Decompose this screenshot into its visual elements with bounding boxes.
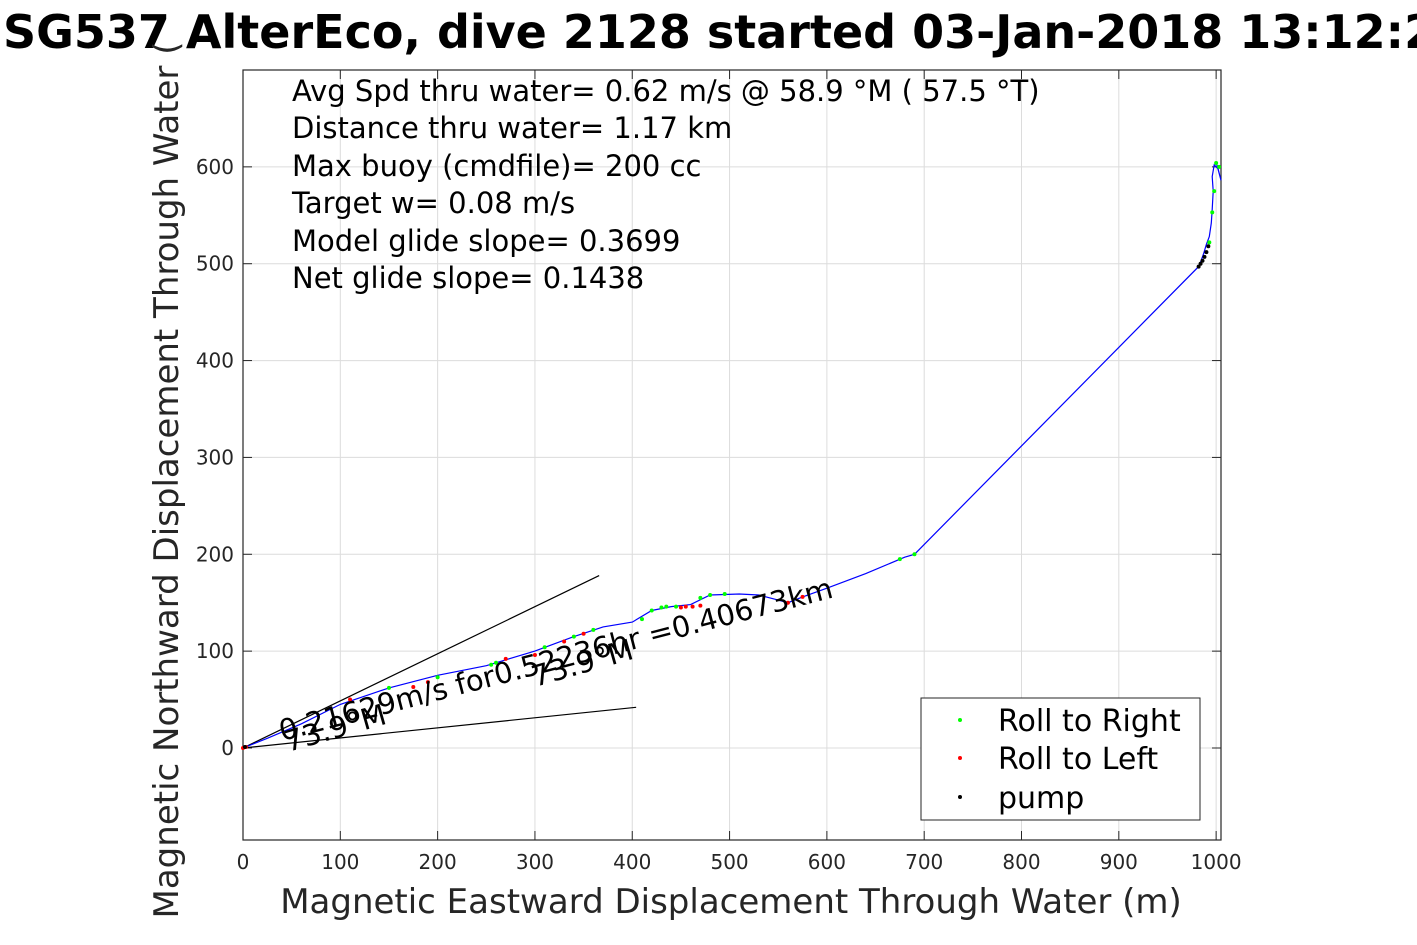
stats-block: Avg Spd thru water= 0.62 m/s @ 58.9 °M (…	[291, 74, 1040, 295]
x-tick-label: 100	[321, 850, 359, 874]
roll-left-point	[425, 680, 430, 685]
x-tick-label: 300	[516, 850, 554, 874]
roll-left-point	[581, 631, 586, 636]
x-tick-label: 700	[905, 850, 943, 874]
roll-left-point	[503, 656, 508, 661]
roll-left-point	[562, 639, 567, 644]
roll-right-point	[542, 645, 547, 650]
roll-right-point	[571, 634, 576, 639]
roll-right-point	[674, 604, 679, 609]
x-tick-label: 1000	[1191, 850, 1242, 874]
roll-left-point	[348, 697, 353, 702]
y-tick-label: 0	[221, 736, 234, 760]
y-tick-label: 100	[196, 639, 234, 663]
roll-left-point	[411, 684, 416, 689]
legend-label-pump: pump	[998, 781, 1084, 816]
roll-right-point	[639, 617, 644, 622]
y-tick-label: 200	[196, 542, 234, 566]
roll-right-point	[386, 685, 391, 690]
roll-left-point	[690, 604, 695, 609]
data-layer	[241, 160, 1222, 750]
x-tick-label: 400	[613, 850, 651, 874]
x-tick-label: 200	[419, 850, 457, 874]
roll-right-point	[649, 608, 654, 613]
roll-right-point	[664, 604, 669, 609]
stat-max-buoy: Max buoy (cmdfile)= 200 cc	[292, 149, 701, 183]
roll-right-point	[659, 605, 664, 610]
stat-net-glide-slope: Net glide slope= 0.1438	[292, 261, 644, 295]
roll-right-point	[912, 552, 917, 557]
roll-right-point	[1217, 164, 1222, 169]
roll-right-point	[1214, 160, 1219, 165]
roll-left-point	[532, 653, 537, 658]
legend-marker-pump	[958, 795, 962, 799]
roll-right-point	[1212, 189, 1217, 194]
roll-right-point	[708, 592, 713, 597]
y-tick-label: 400	[196, 349, 234, 373]
y-axis-label: Magnetic Northward Displacement Through …	[147, 42, 187, 919]
roll-right-point	[1210, 210, 1215, 215]
y-tick-label: 500	[196, 252, 234, 276]
x-tick-label: 600	[808, 850, 846, 874]
legend-label-roll-right: Roll to Right	[998, 704, 1181, 739]
stat-distance: Distance thru water= 1.17 km	[292, 111, 732, 145]
plot-frame	[242, 69, 1222, 841]
roll-left-point	[800, 594, 805, 599]
roll-left-point	[683, 604, 688, 609]
stat-avg-speed: Avg Spd thru water= 0.62 m/s @ 58.9 °M (…	[292, 74, 1040, 108]
pump-point	[1204, 250, 1209, 255]
x-axis-label: Magnetic Eastward Displacement Through W…	[280, 882, 1182, 922]
roll-left-point	[678, 605, 683, 610]
pump-point	[1198, 261, 1203, 266]
chart-title: SG537 AlterEco, dive 2128 started 03-Jan…	[3, 5, 1417, 59]
roll-right-point	[1207, 240, 1212, 245]
roll-right-point	[494, 660, 499, 665]
roll-right-point	[591, 627, 596, 632]
roll-right-point	[698, 595, 703, 600]
roll-right-point	[722, 591, 727, 596]
heading-ray-line	[242, 706, 637, 749]
x-tick-labels: 0 100 200 300 400 500 600 700 800 900 1000	[237, 850, 1242, 874]
y-tick-label: 300	[196, 445, 234, 469]
heading-ray-line	[242, 575, 600, 749]
pump-point	[242, 745, 247, 750]
legend-marker-roll-right	[958, 718, 962, 722]
y-tick-labels: 0 100 200 300 400 500 600	[196, 155, 234, 760]
x-tick-label: 800	[1002, 850, 1040, 874]
legend-label-roll-left: Roll to Left	[998, 742, 1158, 777]
stat-target-w: Target w= 0.08 m/s	[291, 186, 575, 220]
roll-left-point	[785, 600, 790, 605]
x-tick-label: 0	[237, 850, 250, 874]
legend-marker-roll-left	[958, 756, 962, 760]
roll-right-point	[489, 662, 494, 667]
pump-point	[1202, 254, 1207, 259]
pump-point	[1200, 258, 1205, 263]
pump-point	[1206, 244, 1211, 249]
stat-model-glide-slope: Model glide slope= 0.3699	[292, 224, 680, 258]
pump-point	[1196, 264, 1201, 269]
x-tick-label: 900	[1100, 850, 1138, 874]
roll-left-point	[698, 603, 703, 608]
roll-right-point	[897, 557, 902, 562]
y-tick-label: 600	[196, 155, 234, 179]
legend-box	[920, 697, 1201, 821]
roll-right-point	[435, 675, 440, 680]
x-tick-label: 500	[710, 850, 748, 874]
legend: Roll to Right Roll to Left pump	[920, 697, 1201, 821]
